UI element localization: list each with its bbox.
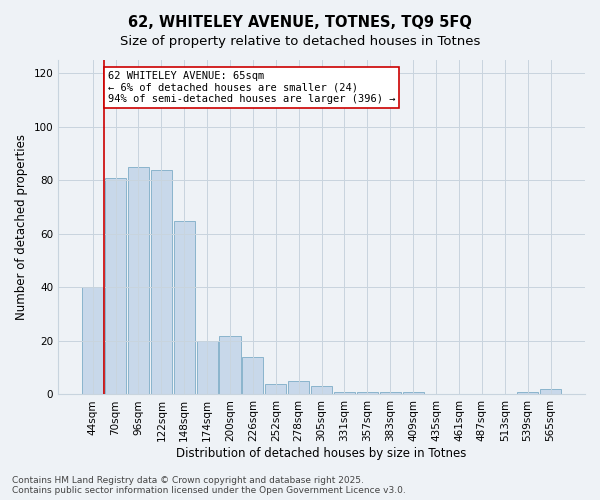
Bar <box>151 170 172 394</box>
Text: Contains HM Land Registry data © Crown copyright and database right 2025.
Contai: Contains HM Land Registry data © Crown c… <box>12 476 406 495</box>
Bar <box>242 357 263 395</box>
Bar <box>311 386 332 394</box>
Bar <box>173 220 195 394</box>
Bar <box>380 392 401 394</box>
Bar <box>105 178 126 394</box>
Text: Size of property relative to detached houses in Totnes: Size of property relative to detached ho… <box>120 35 480 48</box>
Bar <box>357 392 378 394</box>
Text: 62, WHITELEY AVENUE, TOTNES, TQ9 5FQ: 62, WHITELEY AVENUE, TOTNES, TQ9 5FQ <box>128 15 472 30</box>
Bar <box>288 381 309 394</box>
Bar <box>517 392 538 394</box>
Bar <box>197 341 218 394</box>
Y-axis label: Number of detached properties: Number of detached properties <box>15 134 28 320</box>
Text: 62 WHITELEY AVENUE: 65sqm
← 6% of detached houses are smaller (24)
94% of semi-d: 62 WHITELEY AVENUE: 65sqm ← 6% of detach… <box>107 70 395 104</box>
Bar <box>82 288 103 395</box>
Bar <box>403 392 424 394</box>
Bar <box>265 384 286 394</box>
X-axis label: Distribution of detached houses by size in Totnes: Distribution of detached houses by size … <box>176 447 467 460</box>
Bar <box>334 392 355 394</box>
Bar <box>220 336 241 394</box>
Bar <box>128 167 149 394</box>
Bar <box>540 389 561 394</box>
